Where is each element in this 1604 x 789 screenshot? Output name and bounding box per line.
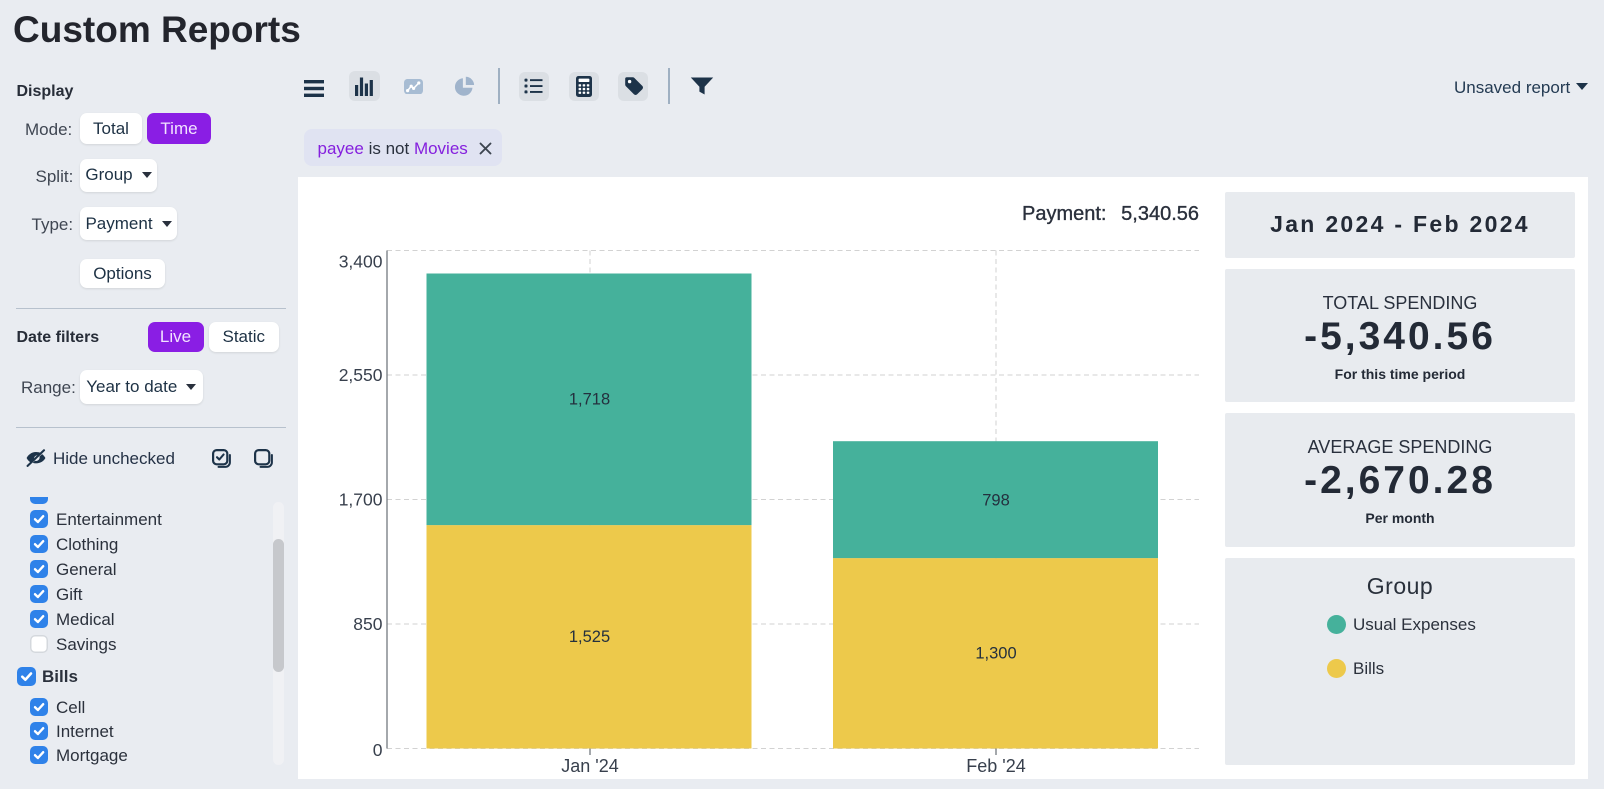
svg-text:1,525: 1,525 — [569, 628, 610, 646]
svg-text:1,718: 1,718 — [569, 391, 610, 409]
svg-text:798: 798 — [982, 492, 1010, 510]
svg-text:1,300: 1,300 — [975, 645, 1016, 663]
svg-text:850: 850 — [353, 614, 382, 634]
svg-text:2,550: 2,550 — [339, 365, 383, 385]
svg-text:1,700: 1,700 — [339, 490, 383, 510]
svg-text:0: 0 — [373, 740, 383, 760]
svg-text:Jan '24: Jan '24 — [561, 756, 618, 776]
svg-text:Feb '24: Feb '24 — [966, 756, 1025, 776]
svg-text:3,400: 3,400 — [339, 252, 383, 272]
